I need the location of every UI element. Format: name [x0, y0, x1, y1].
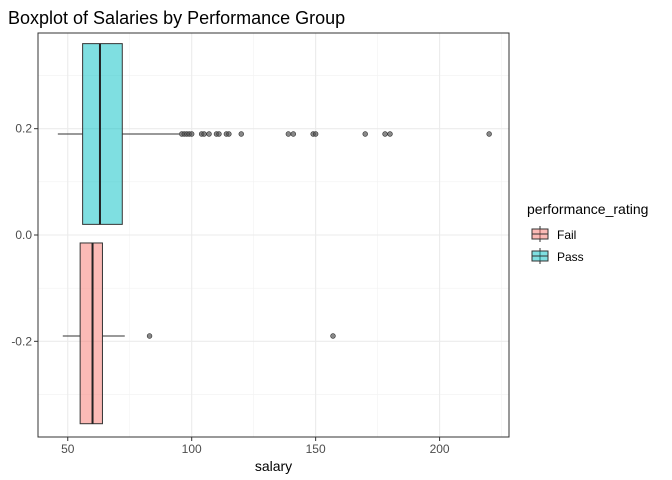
- outlier-point: [216, 131, 222, 137]
- chart-title: Boxplot of Salaries by Performance Group: [8, 8, 345, 28]
- legend-key-fail: Fail: [530, 226, 576, 242]
- legend: performance_rating Fail Pass: [527, 201, 648, 264]
- outlier-point: [146, 333, 153, 339]
- axes: 50 100 150 200 0.2 0.0 -0.2: [11, 122, 450, 456]
- outlier-point: [290, 131, 297, 137]
- y-tick-label: -0.2: [11, 334, 32, 348]
- outlier-point: [188, 131, 195, 137]
- x-tick-label: 150: [306, 442, 326, 456]
- outlier-point: [330, 333, 336, 339]
- outlier-point: [312, 131, 319, 137]
- x-axis-title: salary: [255, 458, 292, 474]
- outlier-point: [226, 131, 232, 137]
- box-pass: [57, 43, 492, 225]
- outlier-point: [382, 131, 388, 137]
- outlier-point: [285, 131, 292, 137]
- box-iqr: [79, 242, 103, 425]
- grid: [38, 33, 509, 437]
- legend-key-pass: Pass: [530, 248, 584, 264]
- legend-title: performance_rating: [527, 201, 648, 217]
- box-fail: [62, 242, 336, 425]
- legend-label-pass: Pass: [557, 250, 584, 264]
- outlier-point: [362, 131, 368, 137]
- box-iqr: [82, 43, 123, 225]
- legend-label-fail: Fail: [557, 228, 576, 242]
- outlier-point: [486, 131, 492, 137]
- x-tick-label: 50: [61, 442, 75, 456]
- x-tick-label: 200: [430, 442, 450, 456]
- y-tick-label: 0.2: [15, 122, 32, 136]
- outlier-point: [206, 131, 212, 137]
- outlier-point: [387, 131, 393, 137]
- outlier-point: [201, 131, 207, 137]
- plot-data: [57, 43, 492, 425]
- outlier-point: [238, 131, 244, 137]
- x-tick-label: 100: [182, 442, 202, 456]
- y-tick-label: 0.0: [15, 228, 32, 242]
